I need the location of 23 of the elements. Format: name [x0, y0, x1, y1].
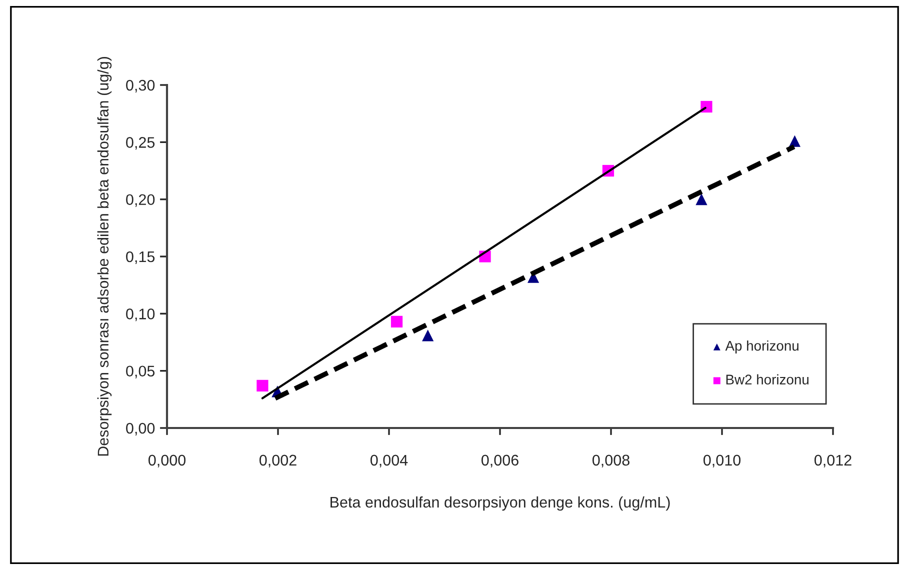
point	[256, 380, 268, 392]
x-axis-title: Beta endosulfan desorpsiyon denge kons. (ug/mL)	[330, 496, 670, 511]
x-tick-label: 0,006	[481, 454, 518, 468]
legend-label: Ap horizonu	[725, 340, 798, 354]
x-tick-label: 0,002	[259, 454, 296, 468]
y-tick-label: 0,15	[126, 251, 155, 264]
y-tick-label: 0,05	[126, 366, 155, 378]
y-tick-label: 0,00	[126, 422, 155, 436]
legend-label: Bw2 horizonu	[726, 374, 808, 384]
point	[390, 316, 403, 328]
point	[696, 194, 708, 206]
point	[422, 330, 434, 342]
y-tick-label: 0,10	[126, 308, 155, 322]
y-tick-label: 0,20	[126, 194, 155, 207]
point	[700, 100, 712, 113]
y-tick-label: 0,25	[126, 137, 155, 150]
y-axis-title: Desorpsiyon sonrası adsorbe edilen beta endosulfan (ug/g)	[97, 57, 112, 456]
x-tick-label: 0,012	[814, 454, 852, 468]
y-tick-label: 0,30	[126, 80, 155, 92]
x-tick-label: 0,008	[592, 454, 630, 468]
x-tick-label: 0,000	[148, 454, 186, 468]
x-tick-label: 0,004	[370, 454, 408, 468]
x-tick-label: 0,010	[703, 454, 741, 468]
